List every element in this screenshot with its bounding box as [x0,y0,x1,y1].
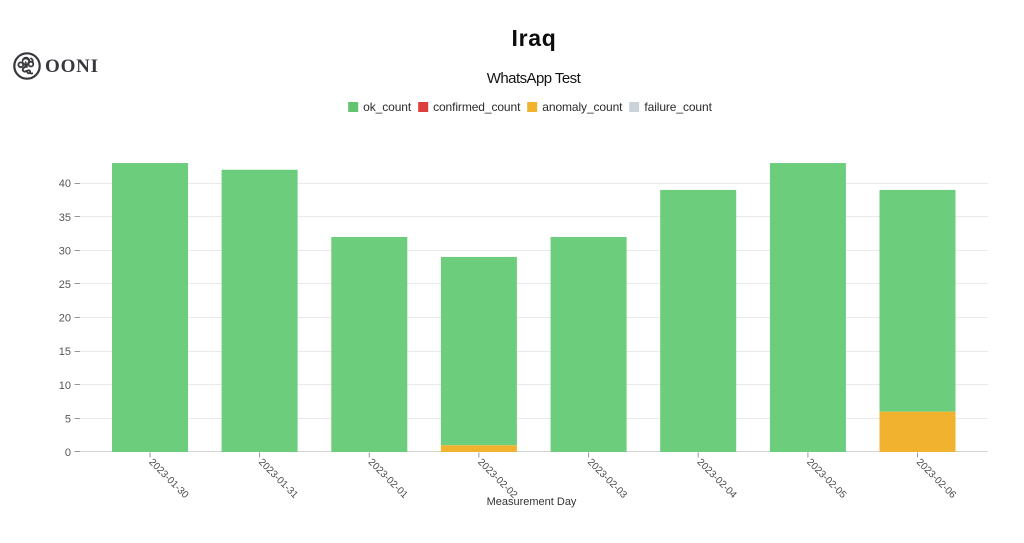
svg-text:2023-02-02: 2023-02-02 [475,457,519,501]
svg-text:2023-02-05: 2023-02-05 [804,457,848,501]
svg-text:2023-02-01: 2023-02-01 [366,457,410,501]
svg-text:15: 15 [59,346,71,358]
svg-text:35: 35 [59,212,71,224]
svg-text:2023-02-03: 2023-02-03 [585,457,629,501]
svg-text:25: 25 [59,279,71,291]
svg-text:30: 30 [59,245,71,257]
svg-text:Measurement Day: Measurement Day [487,496,577,508]
svg-text:2023-01-31: 2023-01-31 [256,457,300,501]
svg-text:5: 5 [65,413,71,425]
svg-text:2023-02-04: 2023-02-04 [695,457,739,501]
svg-text:0: 0 [65,447,71,459]
svg-text:2023-01-30: 2023-01-30 [146,457,190,501]
svg-text:20: 20 [59,313,71,325]
svg-text:40: 40 [59,178,71,190]
svg-text:2023-02-06: 2023-02-06 [914,457,958,501]
svg-text:10: 10 [59,380,71,392]
